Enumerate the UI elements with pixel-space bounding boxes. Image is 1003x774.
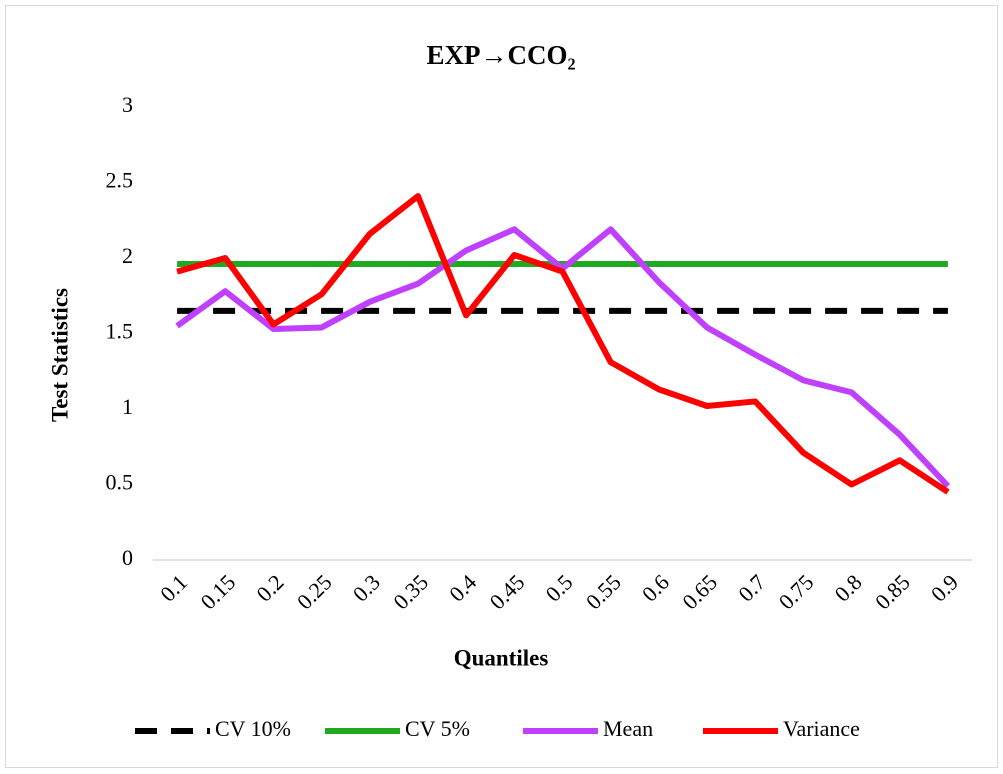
x-axis-title: Quantiles (454, 645, 549, 670)
y-tick-label: 1.5 (106, 319, 134, 344)
legend-label: CV 10% (215, 716, 291, 741)
y-tick-label: 2 (122, 243, 133, 268)
series-line (176, 193, 950, 495)
y-axis-title: Test Statistics (47, 288, 72, 422)
y-tick-label: 3 (122, 92, 133, 117)
y-tick-label: 0 (122, 545, 133, 570)
y-tick-label: 2.5 (106, 168, 134, 193)
legend-label: CV 5% (405, 716, 470, 741)
legend-label: Variance (783, 716, 860, 741)
y-tick-label: 0.5 (106, 470, 134, 495)
chart-title: EXP→CCO₂ (426, 40, 575, 70)
y-tick-label: 1 (122, 394, 133, 419)
legend-label: Mean (603, 716, 653, 741)
